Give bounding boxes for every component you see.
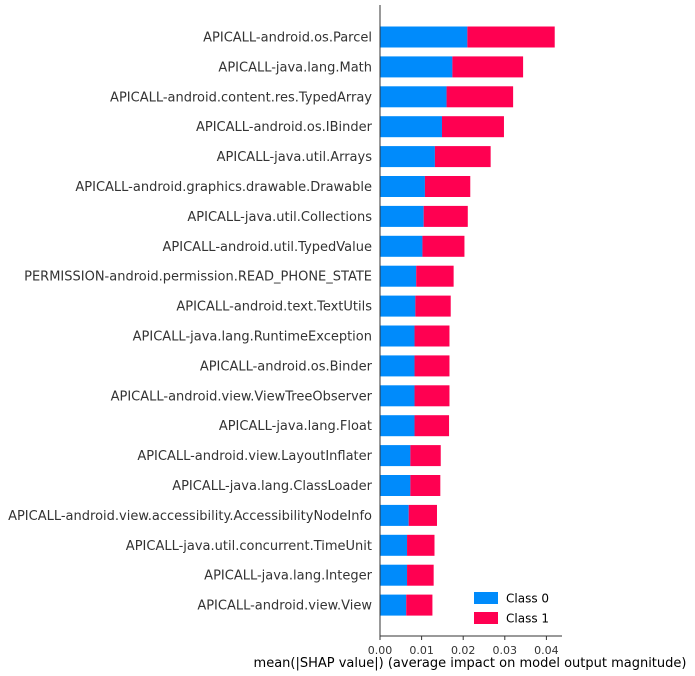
bar-class1 [406,594,433,616]
y-tick-label: APICALL-android.view.ViewTreeObserver [111,389,373,404]
bar-class1 [416,265,454,287]
bars-layer [380,26,555,616]
bar-class1 [410,445,441,467]
y-tick-label: APICALL-java.lang.Math [218,60,372,75]
bar-class1 [446,86,514,108]
legend-label-class0: Class 0 [506,592,549,606]
bar-class0 [380,295,416,317]
bar-class0 [380,116,442,138]
y-tick-label: APICALL-android.view.accessibility.Acces… [8,509,372,524]
bar-class1 [422,235,465,257]
y-tick-label: APICALL-java.util.concurrent.TimeUnit [126,539,372,554]
bar-class1 [415,295,451,317]
bar-class1 [414,385,450,407]
bar-class0 [380,415,415,437]
bar-class1 [424,176,471,197]
x-axis-label: mean(|SHAP value|) (average impact on mo… [254,656,687,671]
bar-class0 [380,445,411,467]
y-tick-label: APICALL-android.view.LayoutInflater [137,449,372,464]
y-tick-label: APICALL-android.graphics.drawable.Drawab… [75,180,372,195]
x-tick-label: 0.00 [368,644,393,657]
bar-class1 [452,56,524,78]
bar-class0 [380,564,408,586]
x-tick-label: 0.04 [534,644,559,657]
bar-class1 [423,205,468,227]
y-tick-label: APICALL-android.util.TypedValue [163,240,372,255]
bar-class0 [380,26,468,48]
bar-class0 [380,534,408,556]
y-tick-label: APICALL-java.lang.Float [219,419,372,434]
x-tick-label: 0.02 [451,644,476,657]
y-tick-label: APICALL-android.text.TextUtils [176,300,372,315]
bar-class1 [408,504,437,526]
bar-class0 [380,146,435,168]
bar-class1 [414,325,450,347]
y-tick-label: APICALL-android.view.View [197,599,372,614]
bar-class1 [414,415,450,437]
y-tick-label: APICALL-android.os.Binder [200,359,373,374]
y-tick-label: APICALL-java.lang.ClassLoader [172,479,372,494]
bar-class1 [467,26,555,48]
y-tick-label: APICALL-android.os.Parcel [203,31,372,46]
bar-class1 [434,146,491,168]
x-tick-label: 0.01 [409,644,434,657]
bar-class1 [407,534,435,556]
bar-class0 [380,205,424,227]
y-tick-labels: APICALL-android.os.Parcel APICALL-java.la… [8,31,373,614]
bar-class0 [380,265,417,287]
y-tick-label: APICALL-java.util.Collections [187,210,372,225]
legend: Class 0 Class 1 [474,592,549,626]
bar-class0 [380,475,411,496]
y-tick-label: APICALL-java.lang.RuntimeException [133,330,372,345]
bar-class1 [441,116,504,138]
bar-class1 [410,475,441,496]
x-ticks: 0.00 0.01 0.02 0.03 0.04 [368,636,559,657]
bar-class0 [380,325,415,347]
bar-class0 [380,504,409,526]
y-tick-label: APICALL-java.util.Arrays [217,150,373,165]
legend-swatch-class1 [474,612,498,624]
y-tick-label: APICALL-java.lang.Integer [204,569,372,584]
x-tick-label: 0.03 [493,644,518,657]
bar-class1 [407,564,434,586]
bar-class0 [380,176,425,197]
bar-class0 [380,86,447,108]
bar-class0 [380,56,453,78]
bar-class1 [414,355,450,377]
bar-class0 [380,355,415,377]
y-tick-label: APICALL-android.os.IBinder [196,120,373,135]
legend-swatch-class0 [474,592,498,604]
y-tick-label: APICALL-android.content.res.TypedArray [110,90,372,105]
bar-class0 [380,385,415,407]
bar-class0 [380,235,423,257]
y-tick-label: PERMISSION-android.permission.READ_PHONE… [24,270,372,285]
legend-label-class1: Class 1 [506,612,549,626]
bar-class0 [380,594,407,616]
